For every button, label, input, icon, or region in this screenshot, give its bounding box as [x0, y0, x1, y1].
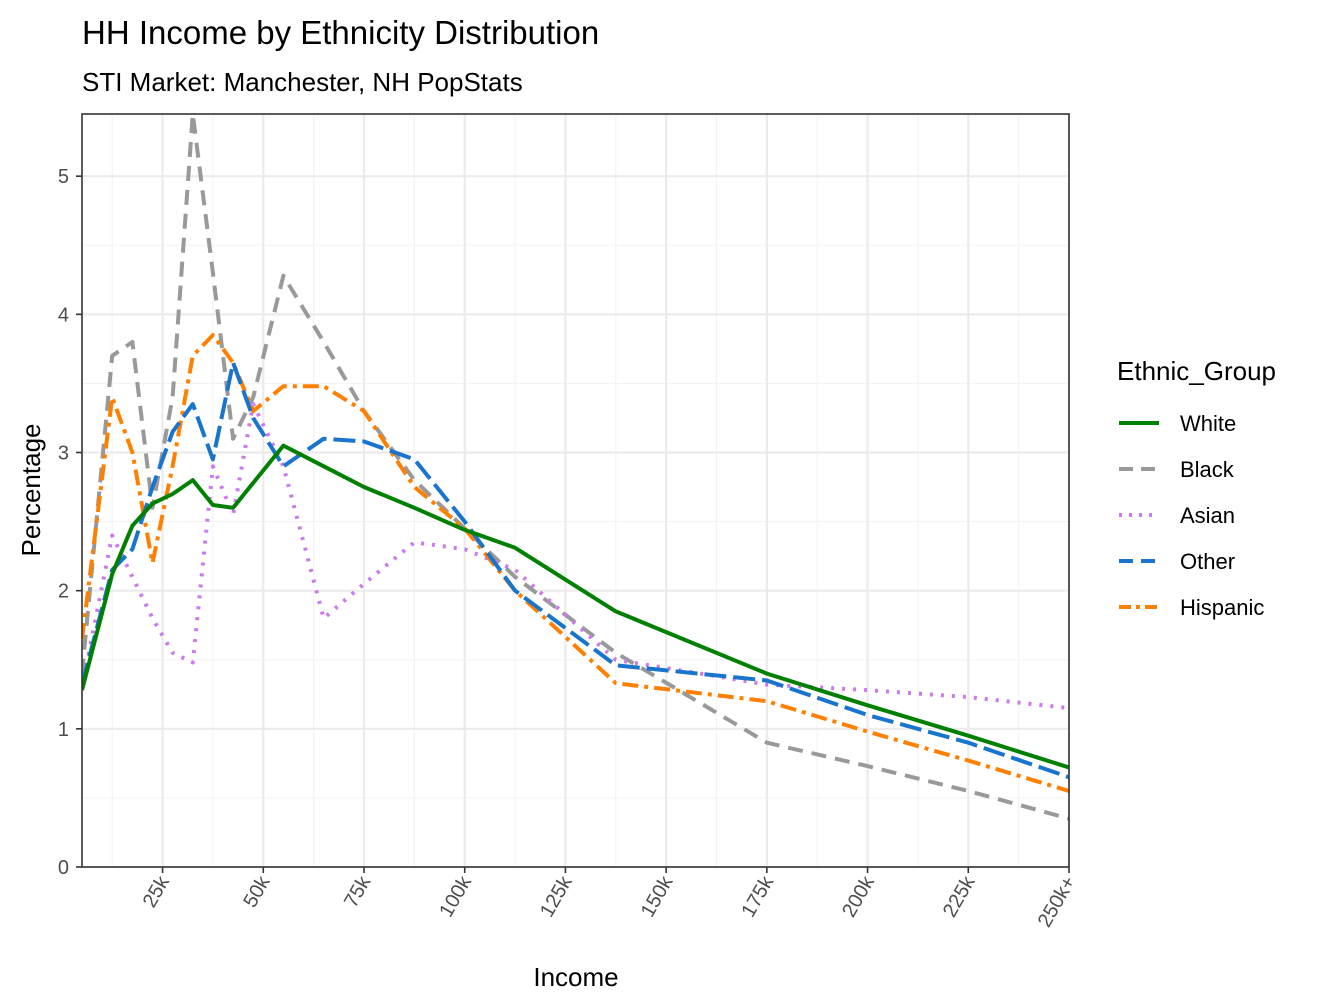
series-line-other: [82, 360, 1069, 780]
legend-label-black: Black: [1180, 457, 1235, 482]
x-tick-label: 175k: [737, 872, 778, 921]
x-tick-label: 50k: [239, 872, 275, 912]
chart-title: HH Income by Ethnicity Distribution: [82, 14, 599, 51]
x-tick-label: 125k: [536, 872, 577, 921]
x-tick-label: 225k: [939, 872, 980, 921]
x-tick-label: 250k+: [1034, 873, 1081, 932]
series-line-asian: [82, 402, 1069, 711]
y-tick-label: 2: [58, 581, 69, 603]
x-tick-label: 200k: [838, 872, 879, 921]
x-axis-title: Income: [533, 962, 618, 992]
x-tick-label: 100k: [435, 872, 476, 921]
grid-major: [82, 114, 1071, 869]
y-tick-label: 5: [58, 166, 69, 188]
plot-panel-border: [81, 113, 1070, 868]
legend: Ethnic_Group White Black Asian Other Hispani…: [1117, 356, 1276, 620]
series-line-black: [82, 114, 1069, 821]
y-axis-title: Percentage: [16, 424, 46, 557]
y-axis: 0 1 2 3 4 5: [58, 166, 82, 879]
legend-label-asian: Asian: [1180, 503, 1235, 528]
series-line-hispanic: [82, 333, 1069, 793]
y-tick-label: 0: [58, 857, 69, 879]
y-tick-label: 1: [58, 719, 69, 741]
x-tick-label: 75k: [340, 872, 376, 912]
x-tick-label: 150k: [637, 872, 678, 921]
series-lines: [82, 114, 1069, 821]
legend-title: Ethnic_Group: [1117, 356, 1276, 386]
chart-subtitle: STI Market: Manchester, NH PopStats: [82, 67, 523, 97]
legend-label-white: White: [1180, 411, 1236, 436]
legend-label-other: Other: [1180, 549, 1235, 574]
legend-label-hispanic: Hispanic: [1180, 595, 1264, 620]
grid-minor: [82, 114, 1069, 867]
x-axis: 25k 50k 75k 100k 125k 150k 175k 200k 225k 250k+: [139, 867, 1081, 932]
series-line-white: [82, 443, 1069, 770]
y-tick-label: 4: [58, 304, 69, 326]
x-tick-label: 25k: [139, 872, 175, 912]
y-tick-label: 3: [58, 443, 69, 465]
